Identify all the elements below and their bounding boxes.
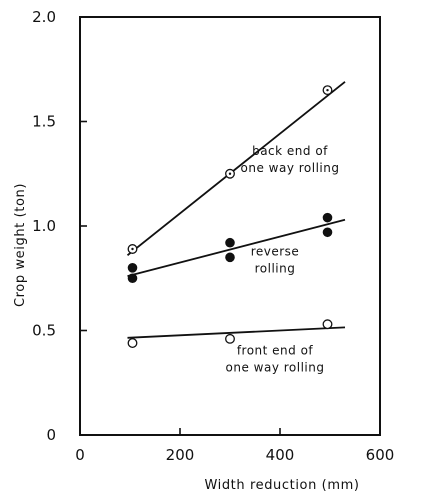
y-tick-label: 1.5 (32, 113, 56, 131)
fit-lines (126, 81, 346, 339)
y-tick-label: 0 (46, 426, 56, 444)
x-tick-label: 400 (266, 446, 295, 464)
annotation-label: one way rolling (226, 361, 325, 375)
data-point (127, 338, 138, 348)
data-point (127, 263, 138, 273)
fit-line (127, 326, 346, 339)
annotation-label: reverse (251, 244, 300, 258)
annotations: back end of one way rolling reverse rolling… (226, 144, 340, 375)
y-tick-label: 1.0 (32, 217, 56, 235)
data-point (225, 252, 235, 263)
annotation-label: one way rolling (241, 161, 340, 175)
x-tick-label: 200 (166, 446, 195, 464)
data-point (322, 319, 333, 330)
x-tick-label: 0 (75, 446, 85, 464)
annotation-label: back end of (252, 144, 328, 158)
data-point (225, 333, 235, 344)
data-point (322, 227, 333, 238)
data-point-center (326, 88, 329, 92)
data-points (127, 85, 333, 348)
y-tick-label: 0.5 (32, 322, 56, 340)
data-point-center (131, 247, 134, 251)
annotation-label: rolling (255, 261, 296, 275)
axis-ticks: 0 200 400 600 0 0.5 1.0 1.5 2.0 (32, 8, 394, 464)
fit-line (127, 218, 346, 278)
x-tick-label: 600 (366, 446, 395, 464)
data-point (322, 212, 333, 223)
data-point-center (228, 172, 232, 175)
fit-line (126, 81, 346, 256)
x-axis-label: Width reduction (mm) (204, 478, 359, 493)
annotation-label: front end of (237, 344, 314, 358)
y-axis-label: Crop weight (ton) (13, 183, 28, 307)
data-point (225, 237, 235, 248)
y-tick-label: 2.0 (32, 8, 56, 26)
data-point (127, 273, 138, 284)
